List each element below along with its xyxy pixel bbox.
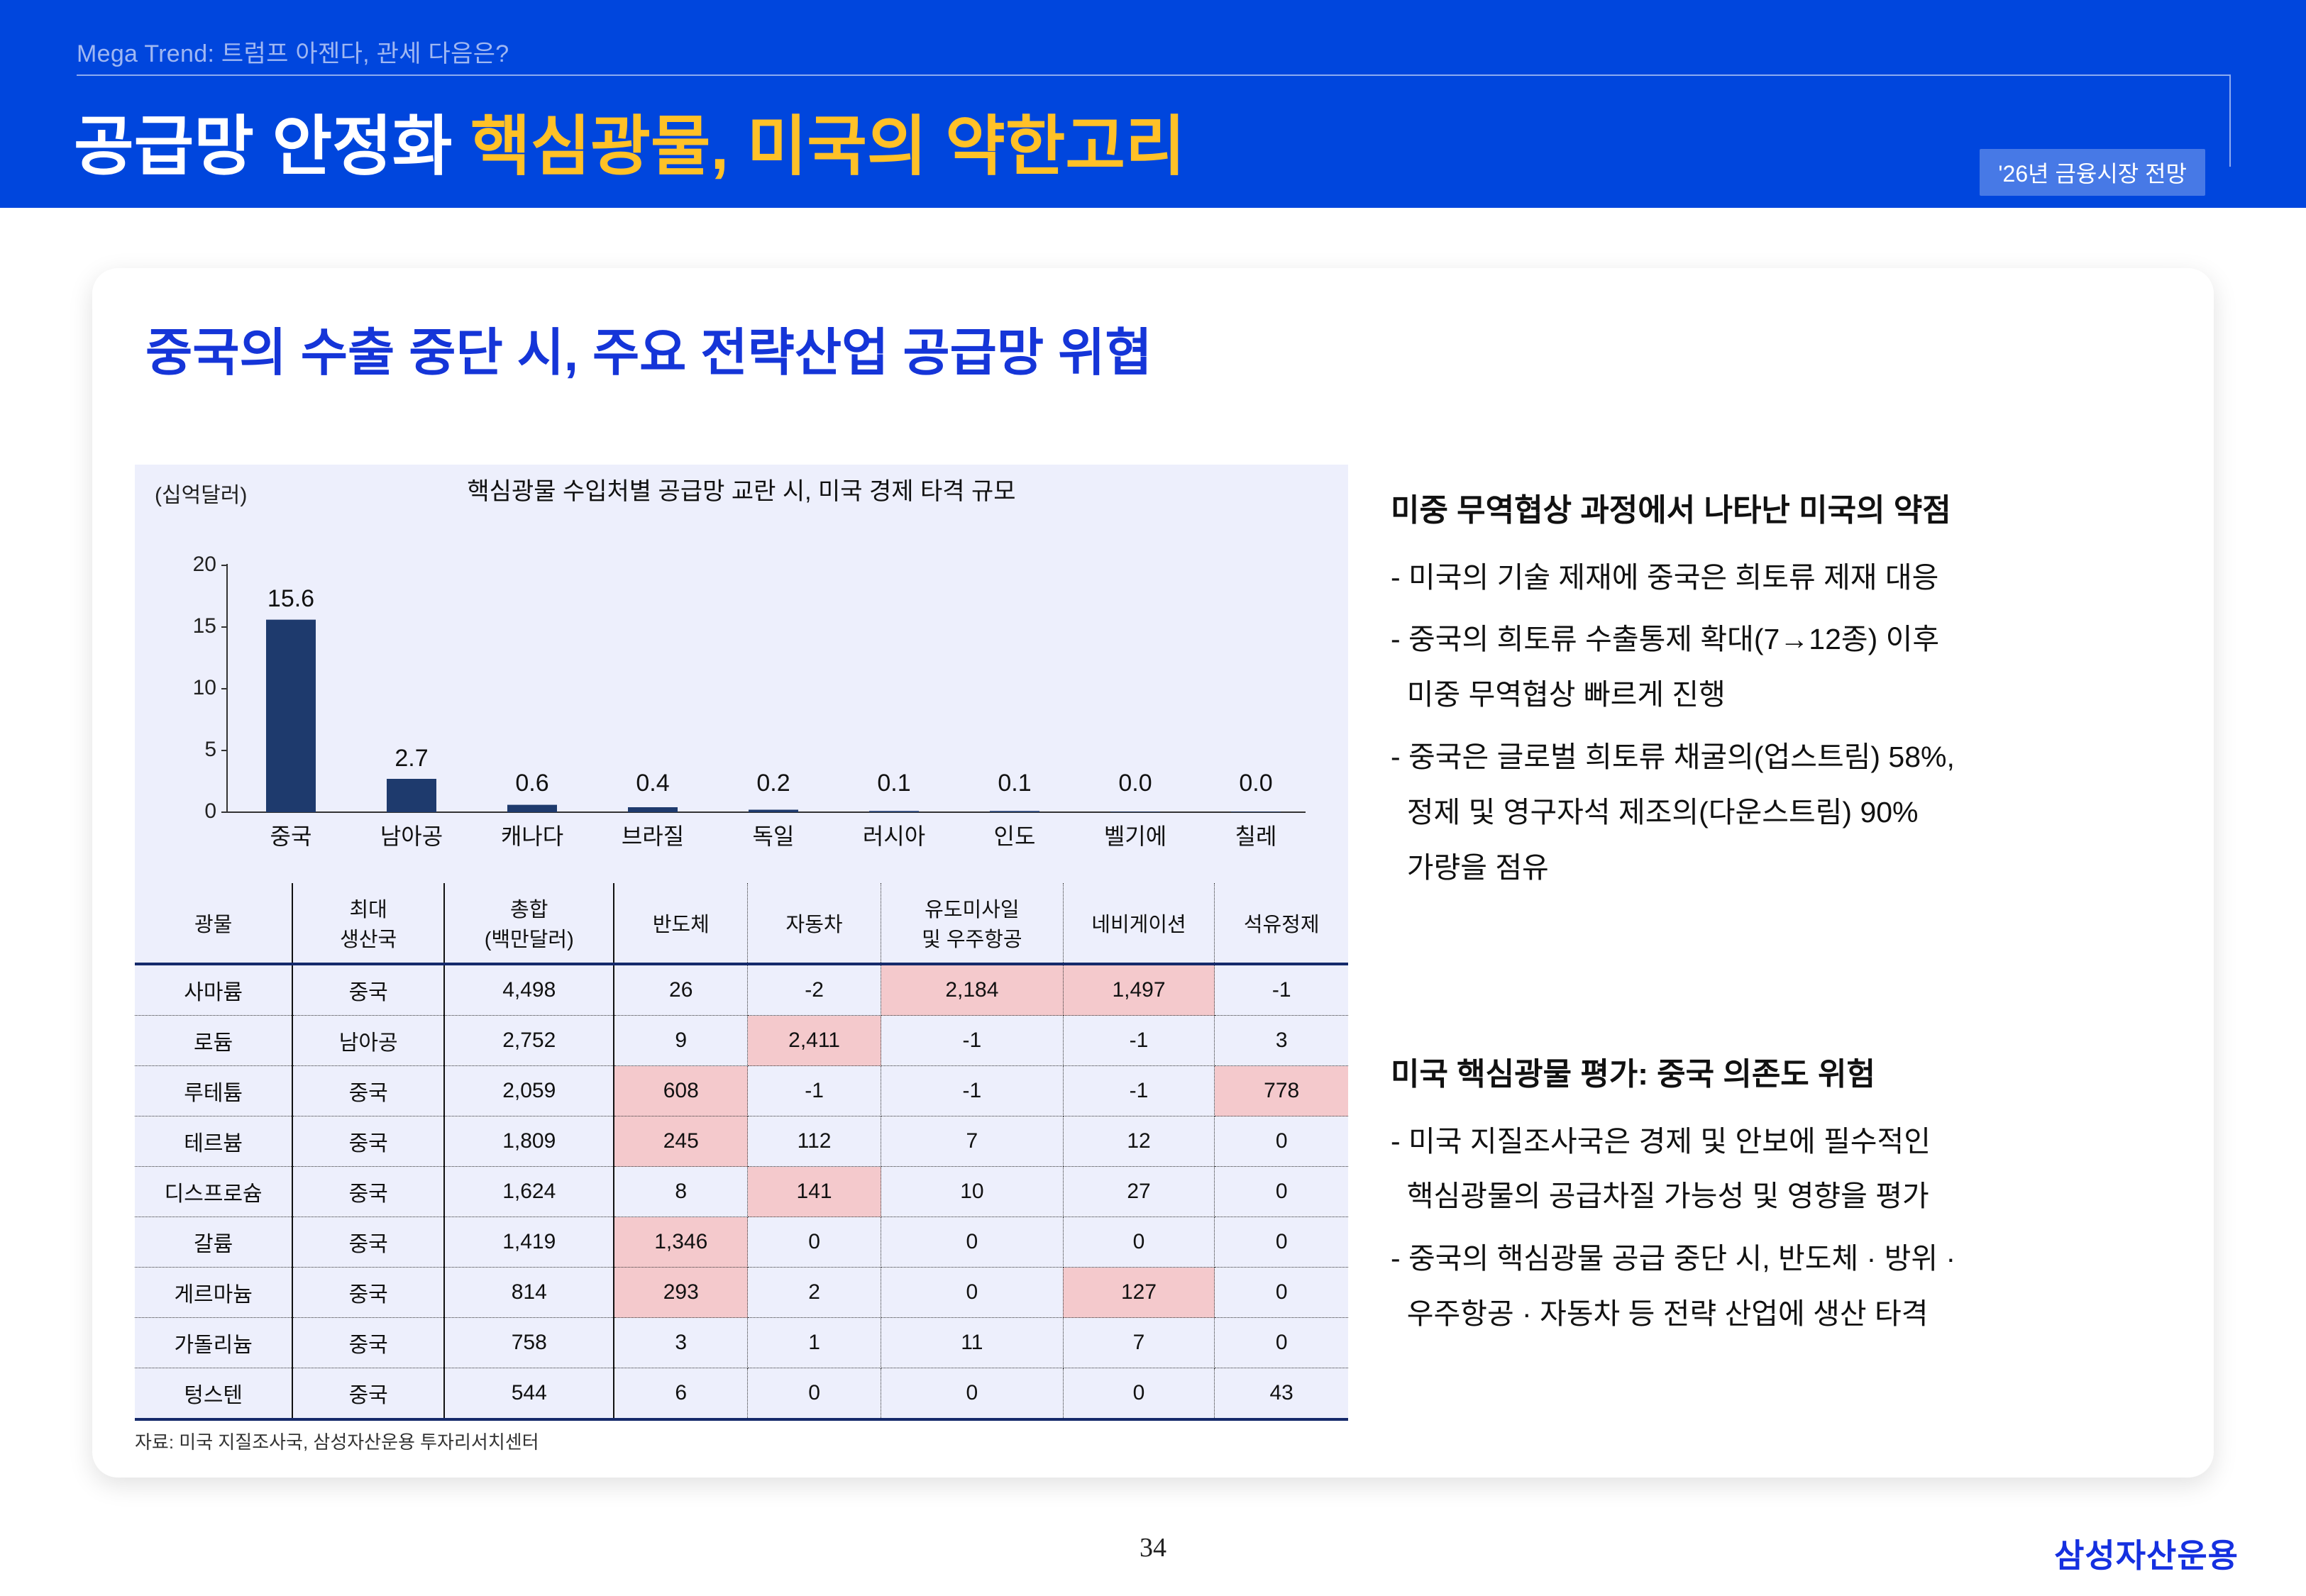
- svg-text:남아공: 남아공: [380, 824, 443, 849]
- svg-text:브라질: 브라질: [622, 824, 684, 849]
- svg-text:칠레: 칠레: [1235, 824, 1277, 849]
- svg-text:15: 15: [193, 614, 216, 638]
- svg-text:20: 20: [193, 553, 216, 576]
- svg-text:2.7: 2.7: [395, 745, 428, 772]
- svg-text:0.0: 0.0: [1118, 770, 1152, 797]
- svg-text:0.2: 0.2: [756, 770, 790, 797]
- svg-text:0.1: 0.1: [998, 770, 1031, 797]
- svg-text:벨기에: 벨기에: [1104, 824, 1166, 849]
- svg-text:인도: 인도: [994, 824, 1036, 849]
- svg-text:0: 0: [204, 799, 216, 823]
- svg-text:0.1: 0.1: [877, 770, 910, 797]
- svg-text:캐나다: 캐나다: [501, 824, 563, 849]
- svg-text:5: 5: [204, 738, 216, 761]
- svg-text:10: 10: [193, 676, 216, 699]
- svg-text:0.4: 0.4: [636, 770, 669, 797]
- svg-text:독일: 독일: [753, 824, 795, 849]
- svg-text:중국: 중국: [270, 824, 312, 849]
- svg-text:0.6: 0.6: [515, 770, 548, 797]
- svg-text:15.6: 15.6: [267, 585, 314, 612]
- svg-text:0.0: 0.0: [1239, 770, 1272, 797]
- svg-text:러시아: 러시아: [863, 824, 925, 849]
